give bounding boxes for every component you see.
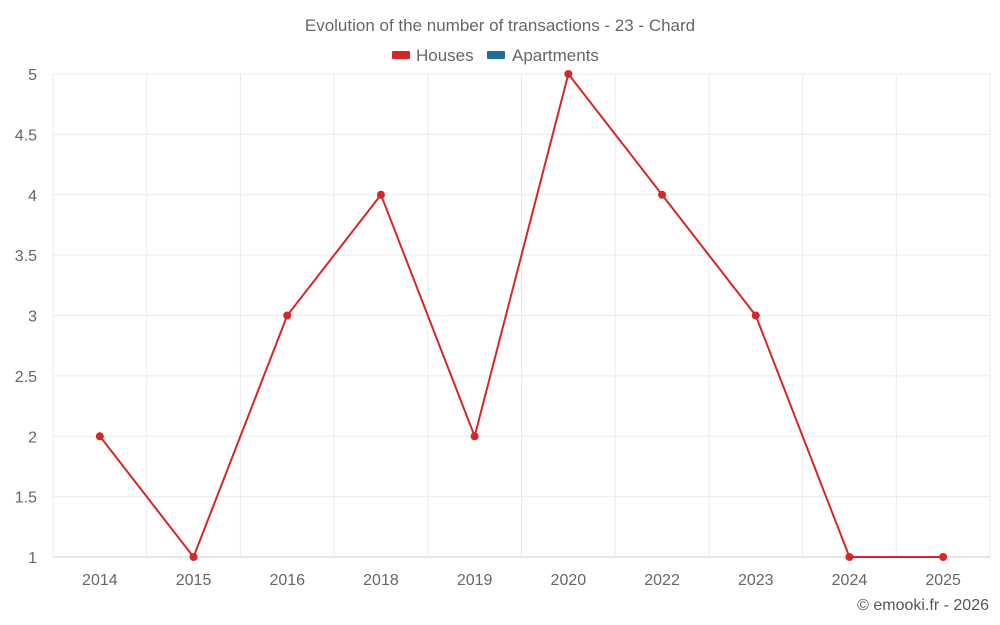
y-tick-label: 2	[28, 429, 37, 446]
data-point-houses[interactable]	[658, 190, 667, 199]
credit-text[interactable]: © emooki.fr - 2026	[857, 597, 989, 614]
data-point-houses[interactable]	[939, 553, 948, 561]
y-tick-label: 5	[28, 67, 37, 84]
x-tick-label: 2019	[457, 572, 493, 589]
data-point-houses[interactable]	[564, 70, 573, 78]
x-tick-label: 2025	[925, 572, 961, 589]
x-tick-label: 2015	[176, 572, 212, 589]
chart-title: Evolution of the number of transactions …	[305, 16, 695, 35]
data-point-houses[interactable]	[189, 553, 198, 561]
legend-item-apartments[interactable]: Apartments	[487, 46, 599, 65]
data-point-houses[interactable]	[751, 311, 760, 320]
y-tick-label: 4	[28, 188, 37, 205]
legend-swatch-houses	[392, 51, 410, 59]
legend-label-apartments: Apartments	[512, 46, 599, 65]
data-point-houses[interactable]	[283, 311, 292, 320]
data-point-houses[interactable]	[376, 190, 385, 199]
x-axis-ticks: 2014 2015 2016 2018 2019 2020 2022 2023 2024 2025	[82, 572, 961, 589]
x-tick-label: 2016	[269, 572, 305, 589]
y-axis-ticks: 1 1.5 2 2.5 3 3.5 4 4.5 5	[15, 67, 37, 567]
data-point-houses[interactable]	[470, 432, 479, 441]
x-tick-label: 2024	[832, 572, 868, 589]
x-tick-label: 2022	[644, 572, 680, 589]
x-tick-label: 2014	[82, 572, 118, 589]
x-tick-label: 2020	[551, 572, 587, 589]
y-tick-label: 3.5	[15, 248, 37, 265]
y-tick-label: 1	[28, 550, 37, 567]
x-tick-label: 2018	[363, 572, 399, 589]
series-houses	[95, 70, 948, 561]
y-tick-label: 4.5	[15, 127, 37, 144]
y-tick-label: 1.5	[15, 490, 37, 507]
y-tick-label: 3	[28, 309, 37, 326]
legend: Houses Apartments	[392, 46, 599, 65]
grid	[52, 73, 991, 558]
legend-label-houses: Houses	[416, 46, 474, 65]
x-tick-label: 2023	[738, 572, 774, 589]
series-line-houses	[99, 73, 944, 558]
legend-item-houses[interactable]: Houses	[392, 46, 474, 65]
legend-swatch-apartments	[487, 51, 505, 59]
data-point-houses[interactable]	[95, 432, 104, 441]
data-point-houses[interactable]	[845, 553, 854, 561]
y-tick-label: 2.5	[15, 369, 37, 386]
